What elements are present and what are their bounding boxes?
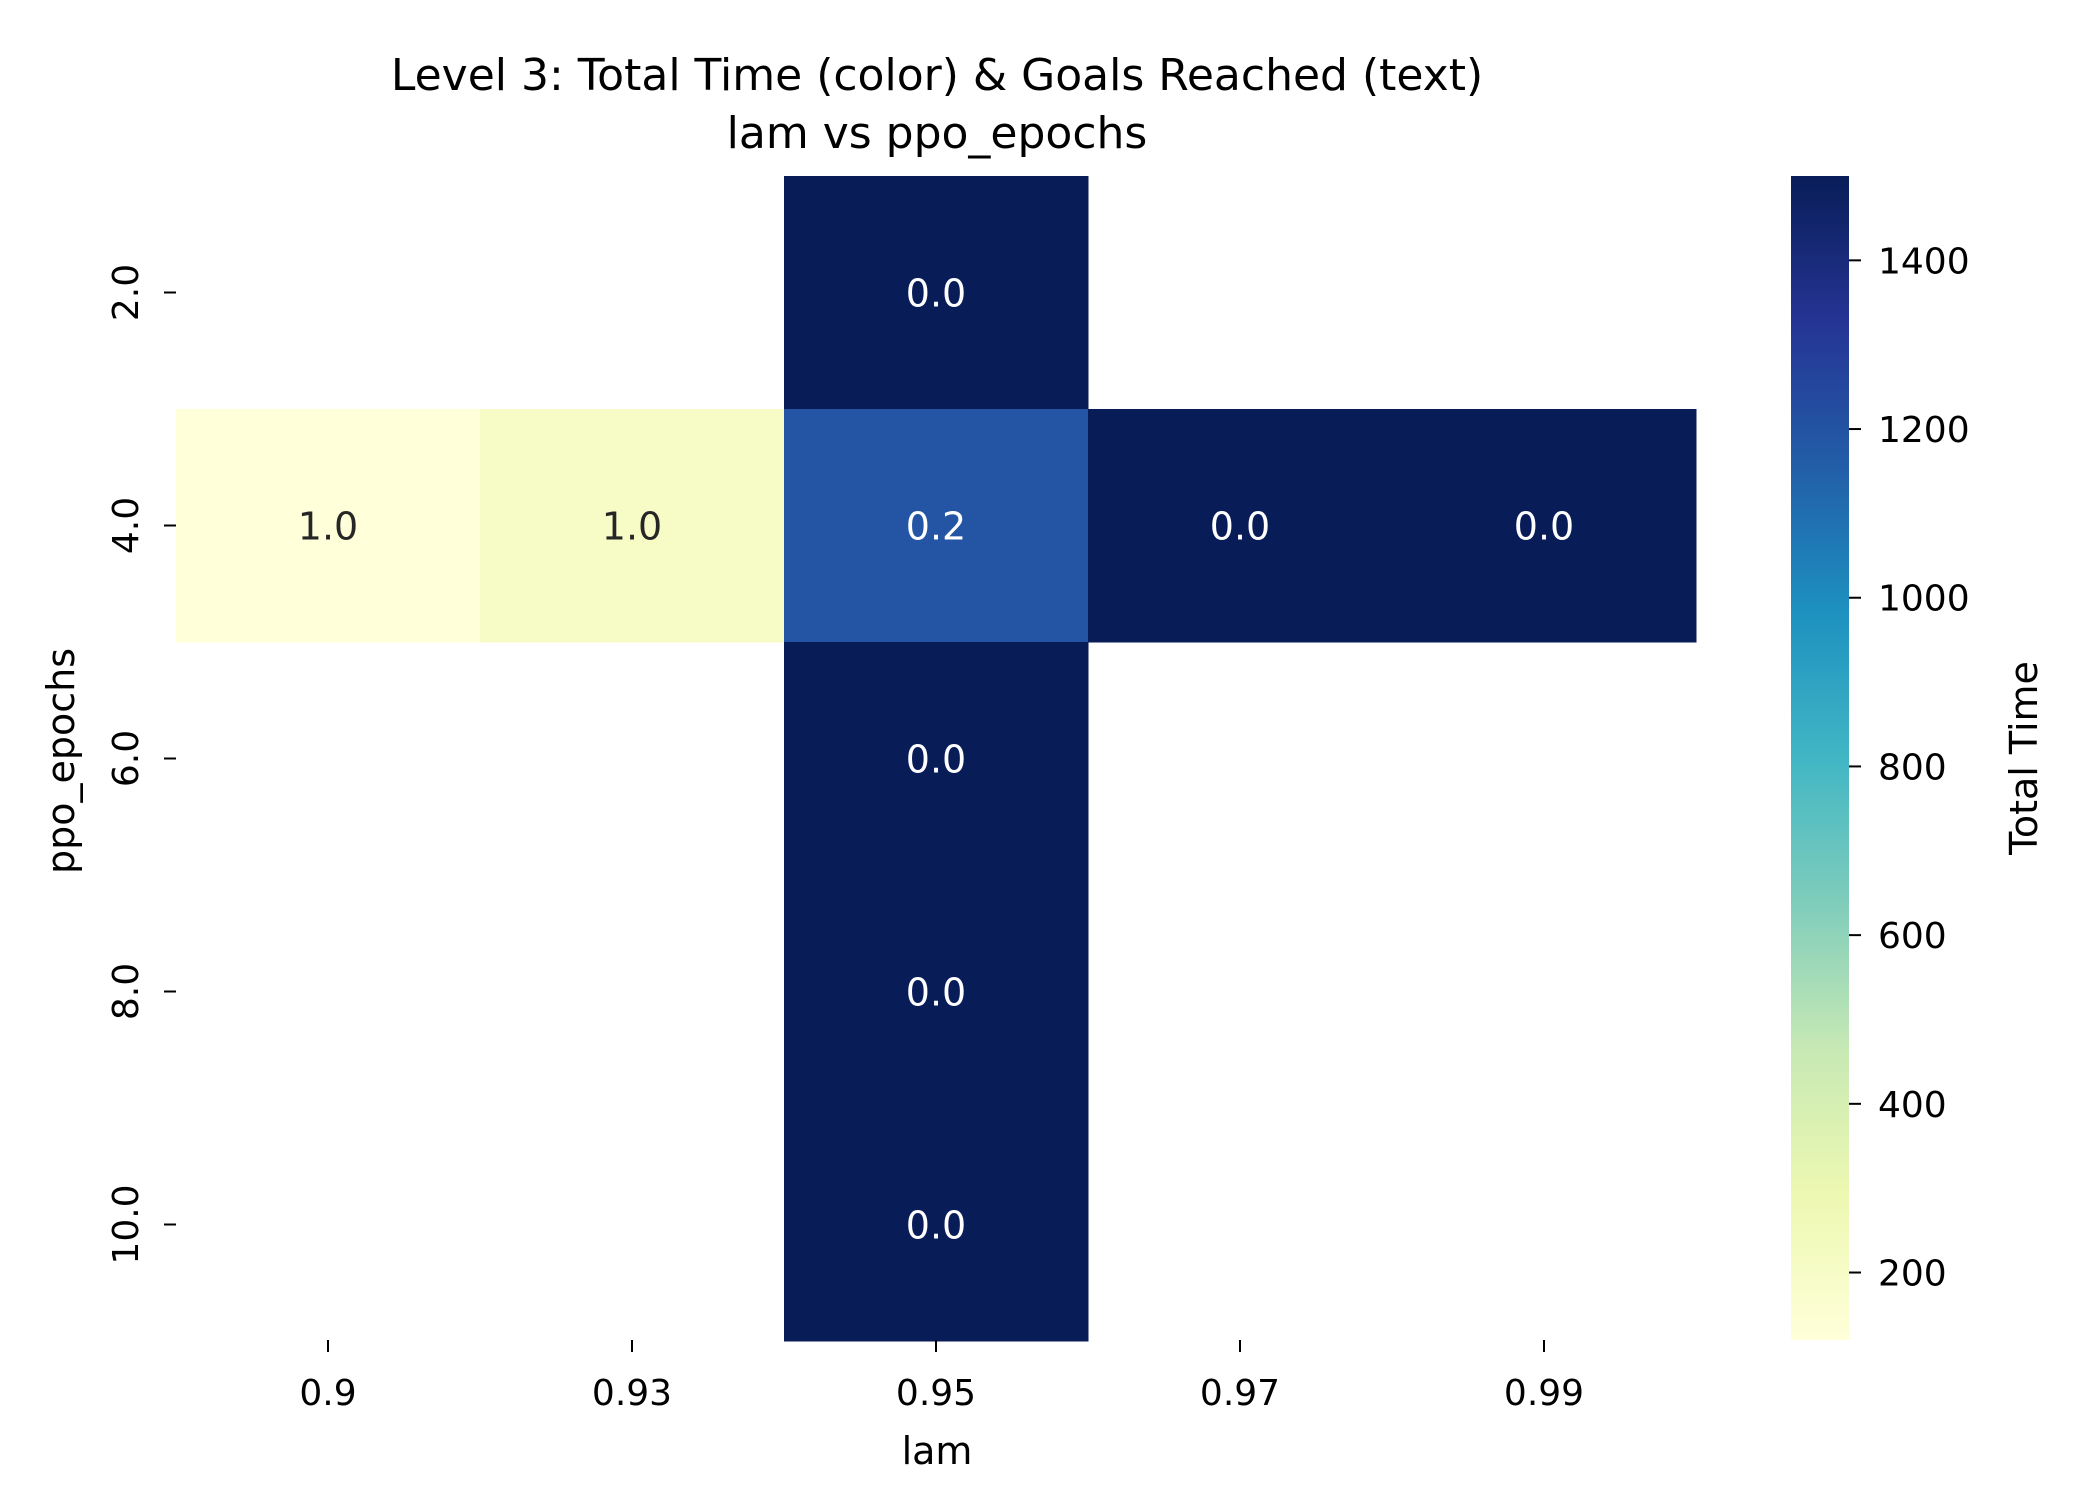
colorbar-tick-label: 400 <box>1878 1085 1947 1126</box>
heatmap-cell <box>176 409 481 643</box>
cell-value-label: 1.0 <box>298 505 358 549</box>
colorbar-tick-label: 600 <box>1878 916 1947 957</box>
x-tick-label: 0.93 <box>592 1373 672 1414</box>
heatmap-cell <box>1088 409 1393 643</box>
y-axis-ticks: 2.0 4.0 6.0 8.0 10.0 <box>106 264 176 1265</box>
chart-subtitle: lam vs ppo_epochs <box>727 108 1148 159</box>
chart-title: Level 3: Total Time (color) & Goals Reac… <box>391 50 1483 101</box>
cell-value-label: 0.0 <box>1514 505 1574 549</box>
x-tick-label: 0.99 <box>1504 1373 1584 1414</box>
heatmap-cell <box>480 409 785 643</box>
colorbar-tick-label: 1000 <box>1878 579 1970 620</box>
cell-value-label: 0.0 <box>906 272 966 316</box>
colorbar-ticks: 200 400 600 800 1000 1200 1400 <box>1849 241 1970 1295</box>
cell-value-label: 0.0 <box>906 738 966 782</box>
colorbar-tick-label: 200 <box>1878 1254 1947 1295</box>
heatmap-cell <box>784 1108 1089 1342</box>
heatmap-cell <box>784 642 1089 876</box>
colorbar-label: Total Time <box>2002 661 2046 856</box>
x-tick-label: 0.95 <box>896 1373 976 1414</box>
y-tick-label: 10.0 <box>106 1184 147 1264</box>
y-tick-label: 4.0 <box>106 497 147 554</box>
x-axis-label: lam <box>902 1429 973 1473</box>
x-tick-label: 0.9 <box>299 1373 356 1414</box>
colorbar-tick-label: 800 <box>1878 747 1947 788</box>
cell-value-label: 1.0 <box>602 505 662 549</box>
heatmap-cell <box>784 176 1089 410</box>
heatmap-cell-labels: 0.0 1.0 1.0 0.2 0.0 0.0 0.0 0.0 0.0 <box>298 272 1574 1248</box>
heatmap-cell <box>784 409 1089 643</box>
heatmap-cell <box>1392 409 1697 643</box>
cell-value-label: 0.0 <box>906 1204 966 1248</box>
heatmap-cell <box>784 875 1089 1109</box>
y-tick-label: 6.0 <box>106 730 147 787</box>
cell-value-label: 0.2 <box>906 505 966 549</box>
heatmap-cells <box>176 176 1697 1342</box>
y-axis-label: ppo_epochs <box>39 648 83 874</box>
y-tick-label: 2.0 <box>106 264 147 321</box>
cell-value-label: 0.0 <box>1210 505 1270 549</box>
x-tick-label: 0.97 <box>1200 1373 1280 1414</box>
colorbar-tick-label: 1200 <box>1878 410 1970 451</box>
x-axis-ticks: 0.9 0.93 0.95 0.97 0.99 <box>299 1340 1584 1414</box>
y-tick-label: 8.0 <box>106 963 147 1020</box>
colorbar <box>1791 176 1849 1340</box>
colorbar-tick-label: 1400 <box>1878 241 1970 282</box>
cell-value-label: 0.0 <box>906 971 966 1015</box>
